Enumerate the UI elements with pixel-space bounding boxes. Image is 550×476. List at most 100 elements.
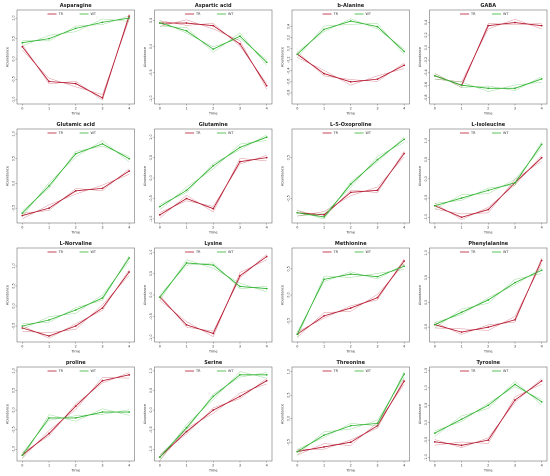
y-tick-label: -0.5 — [11, 323, 15, 330]
data-point-tr — [212, 409, 215, 411]
y-tick-label: 0.5 — [424, 403, 428, 408]
chart-panel: Glutamine 0 1 2 3 4 -1.0 -0.5 0.0 0.5 1.0 Time Abund… — [143, 122, 273, 235]
data-point-wt — [487, 189, 490, 192]
x-tick-label: 3 — [514, 226, 516, 230]
series-replicate-line-wt — [159, 26, 267, 66]
series-replicate-line-wt — [297, 377, 405, 456]
data-point-tr — [101, 307, 104, 309]
data-point-wt — [403, 265, 406, 268]
x-tick-label: 1 — [323, 226, 325, 230]
data-point-wt — [265, 136, 268, 139]
series-replicate-line-tr — [297, 384, 405, 456]
y-tick-label: -1.0 — [11, 446, 15, 453]
y-tick-label: 1.0 — [424, 385, 428, 390]
data-point-tr — [540, 259, 543, 262]
x-tick-label: 3 — [239, 107, 241, 111]
series-replicate-line-wt — [297, 142, 405, 217]
chart-panel: L-Norvaline 0 1 2 3 4 -0.5 0.0 0.5 1.0 Time Abundan… — [6, 241, 135, 354]
series-replicate-line-tr — [159, 155, 267, 213]
series-replicate-line-wt — [159, 259, 267, 301]
y-tick-label: 0.5 — [286, 392, 290, 397]
data-point-wt — [101, 21, 104, 24]
legend-label-tr: TR — [470, 131, 476, 135]
y-tick-label: 0.5 — [11, 156, 15, 161]
y-tick-label: -0.5 — [149, 195, 153, 202]
data-point-tr — [128, 271, 131, 273]
data-point-tr — [349, 80, 352, 83]
data-point-wt — [514, 87, 516, 90]
series-replicate-line-wt — [434, 267, 542, 323]
data-point-wt — [74, 152, 77, 155]
x-axis-label: Time — [345, 350, 356, 354]
chart-title: Glutamic acid — [57, 122, 96, 128]
x-tick-label: 2 — [487, 345, 489, 349]
legend-label-tr: TR — [333, 369, 339, 373]
y-tick-label: -1.0 — [149, 216, 153, 223]
series-replicate-line-wt — [22, 140, 130, 217]
series-replicate-line-tr — [434, 160, 542, 215]
chart-title: b-Alanine — [337, 3, 364, 9]
data-point-tr — [239, 274, 241, 277]
legend-label-wt: WT — [91, 250, 97, 254]
legend-label-tr: TR — [58, 131, 64, 135]
y-tick-label: 0.5 — [149, 388, 153, 393]
series-replicate-line-tr — [22, 275, 130, 333]
data-point-wt — [21, 325, 24, 327]
y-tick-label: 0.0 — [11, 181, 15, 186]
y-axis-label: Abundance — [6, 403, 10, 424]
x-tick-label: 2 — [350, 107, 352, 111]
series-replicate-line-wt — [297, 18, 405, 53]
y-axis-label: Abundance — [281, 46, 285, 67]
x-tick-label: 3 — [376, 107, 378, 111]
series-replicate-line-wt — [434, 273, 542, 329]
chart-panel: Tyrosine 0 1 2 3 4 -1.0 -0.5 0.0 0.5 1.0 1.5 Time Abu… — [418, 360, 548, 473]
y-tick-label: -0.5 — [11, 76, 15, 83]
x-axis-label: Time — [483, 469, 494, 473]
data-point-tr — [460, 216, 463, 219]
data-point-wt — [48, 37, 50, 40]
data-point-wt — [540, 143, 543, 146]
y-tick-label: 0.0 — [149, 175, 153, 180]
data-point-tr — [185, 197, 188, 200]
data-point-tr — [21, 45, 24, 48]
y-tick-label: 0.0 — [149, 44, 153, 49]
y-tick-label: -0.2 — [286, 56, 290, 63]
data-point-wt — [433, 323, 436, 326]
legend-label-wt: WT — [91, 12, 97, 16]
series-replicate-line-tr — [297, 51, 405, 82]
x-axis-label: Time — [70, 469, 81, 473]
data-point-wt — [349, 424, 352, 427]
x-tick-label: 1 — [185, 464, 187, 468]
y-tick-label: 1.0 — [149, 134, 153, 139]
x-tick-label: 2 — [75, 226, 77, 230]
y-tick-label: 0.5 — [11, 388, 15, 393]
y-tick-label: -0.5 — [11, 426, 15, 433]
y-axis-label: Abundance — [143, 284, 147, 305]
y-tick-label: 0.5 — [149, 271, 153, 276]
y-axis-label: Abundance — [281, 165, 285, 186]
x-axis-label: Time — [70, 112, 81, 116]
y-axis-label: Abundance — [418, 284, 422, 305]
series-replicate-line-wt — [159, 372, 267, 455]
x-tick-label: 3 — [239, 464, 241, 468]
x-tick-label: 4 — [128, 226, 130, 230]
x-tick-label: 2 — [75, 107, 77, 111]
x-tick-label: 0 — [434, 345, 436, 349]
x-tick-label: 1 — [48, 226, 50, 230]
y-tick-label: 1.0 — [11, 15, 15, 20]
data-point-wt — [487, 87, 490, 90]
x-tick-label: 2 — [212, 345, 214, 349]
data-point-tr — [74, 189, 77, 192]
x-tick-label: 3 — [101, 107, 103, 111]
data-point-tr — [74, 325, 77, 327]
data-point-tr — [403, 64, 406, 67]
data-point-wt — [487, 404, 490, 407]
series-replicate-line-wt — [22, 261, 130, 330]
data-point-tr — [460, 331, 463, 334]
chart-panel: proline 0 1 2 3 4 -1.0 -0.5 0.0 0.5 1.0 Time Abundan… — [6, 360, 135, 473]
x-tick-label: 0 — [159, 226, 161, 230]
x-axis-label: Time — [483, 350, 494, 354]
data-point-wt — [460, 311, 463, 314]
data-point-wt — [376, 422, 379, 425]
data-point-wt — [460, 197, 463, 199]
